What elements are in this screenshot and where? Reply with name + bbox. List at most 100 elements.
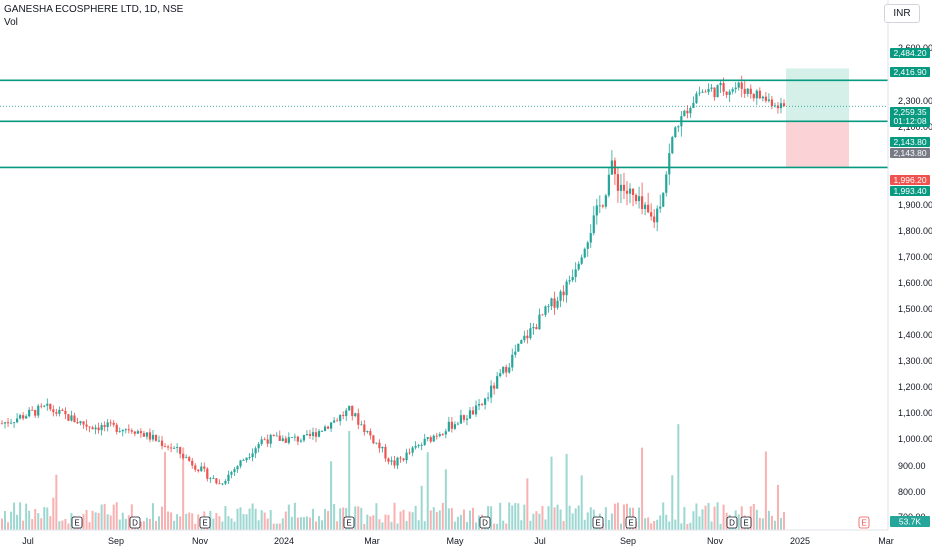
candle-body [254,448,257,454]
candle-body [779,103,783,109]
event-marker[interactable] [71,516,83,529]
loss-zone[interactable] [786,121,849,168]
candle-body [417,445,420,446]
event-marker[interactable] [726,516,738,529]
volume-bar [752,504,755,530]
currency-button[interactable]: INR [884,4,920,23]
candle-body [296,436,299,442]
volume-bar [302,517,305,530]
volume-bar [191,513,194,530]
candle-body [426,437,429,439]
candle-body [622,184,626,191]
candle-body [722,83,725,92]
volume-bar [242,514,245,530]
volume-bar [13,502,16,530]
candle-body [474,405,478,415]
event-marker[interactable] [592,516,604,529]
event-marker[interactable] [129,516,141,529]
candle-body [456,423,460,425]
candle-body [76,422,79,424]
volume-bar [716,502,719,530]
event-marker[interactable] [740,516,752,529]
candle-body [396,457,399,466]
candle-body [40,405,43,407]
volume-bar [248,508,251,530]
price-tag [890,148,930,158]
volume-bar [529,520,532,530]
volume-bar [773,520,776,530]
volume-bar [85,509,88,530]
candle-body [713,87,716,98]
candle-body [269,434,272,444]
event-marker-label: D [482,519,488,528]
price-tick-label: 2,300.00 [898,96,932,106]
candle-body [136,431,139,434]
event-marker[interactable] [479,516,491,529]
candle-body [351,405,354,417]
volume-bar [22,520,25,530]
volume-bar [260,510,263,530]
horizontal-levels [0,79,888,169]
volume-bar [610,513,613,530]
candle-body [686,110,689,114]
volume-bar [369,516,372,530]
candle-body [345,410,348,417]
candle-body [266,439,269,444]
candle-body [665,174,668,193]
volume-tag-label: 53.7K [899,517,922,527]
volume-bar [118,519,121,530]
volume-bar [517,503,520,530]
candle-body [529,328,532,339]
candle-body [381,446,384,449]
candle-body [728,91,731,95]
candle-body [411,447,414,453]
candle-body [432,435,435,442]
candle-body [589,233,592,243]
event-marker[interactable] [625,516,637,529]
volume-bar [490,506,493,530]
event-marker[interactable] [858,516,870,529]
price-tick-label: 1,900.00 [898,200,932,210]
candle-body [698,92,701,94]
volume-bar [556,504,559,530]
candle-body [58,409,61,414]
volume-bar [644,518,647,530]
volume-bar [662,502,665,530]
candle-body [73,415,76,423]
candle-body [471,410,475,415]
volume-bar [194,523,197,530]
profit-zone[interactable] [786,68,849,122]
volume-bar [233,521,236,530]
candle-body [79,421,82,424]
candle-body [109,422,112,424]
candle-body [734,87,737,90]
candle-body [683,110,686,117]
volume-bar [435,512,438,530]
volume-bar [695,503,698,530]
candle-body [317,431,321,437]
candle-body [0,423,4,425]
event-marker[interactable] [343,516,355,529]
candle-body [701,91,704,93]
volume-bar [423,521,426,530]
event-marker[interactable] [199,516,211,529]
volume-bar [414,505,417,530]
candle-body [97,427,100,431]
volume-bar [10,511,13,530]
volume-bar [375,503,378,530]
candle-body [139,431,142,434]
candle-body [707,88,710,93]
candle-body [743,88,746,94]
volume-bar [236,508,239,530]
candle-body [447,421,450,432]
volume-bar [97,513,100,530]
volume-bar [31,519,34,530]
candle-body [517,343,520,352]
candle-body [118,431,121,432]
volume-bar [151,503,154,530]
volume-bar [315,521,318,530]
price-tick-label: 1,300.00 [898,356,932,366]
